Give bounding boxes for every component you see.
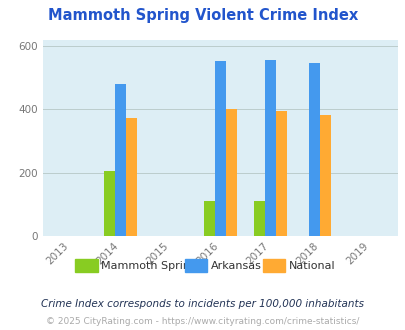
Text: Mammoth Spring Violent Crime Index: Mammoth Spring Violent Crime Index: [48, 8, 357, 23]
Bar: [264, 59, 275, 236]
Bar: [320, 115, 330, 236]
Bar: [203, 201, 214, 236]
Text: Crime Index corresponds to incidents per 100,000 inhabitants: Crime Index corresponds to incidents per…: [41, 299, 364, 309]
Bar: [103, 171, 114, 236]
Text: © 2025 CityRating.com - https://www.cityrating.com/crime-statistics/: © 2025 CityRating.com - https://www.city…: [46, 317, 359, 326]
Bar: [114, 84, 126, 236]
Bar: [275, 111, 286, 236]
Text: Arkansas: Arkansas: [210, 261, 261, 271]
Bar: [253, 201, 264, 236]
Text: Mammoth Spring: Mammoth Spring: [101, 261, 196, 271]
Bar: [126, 118, 136, 236]
Bar: [214, 61, 225, 236]
Text: National: National: [288, 261, 334, 271]
Bar: [309, 63, 320, 236]
Bar: [225, 109, 236, 236]
